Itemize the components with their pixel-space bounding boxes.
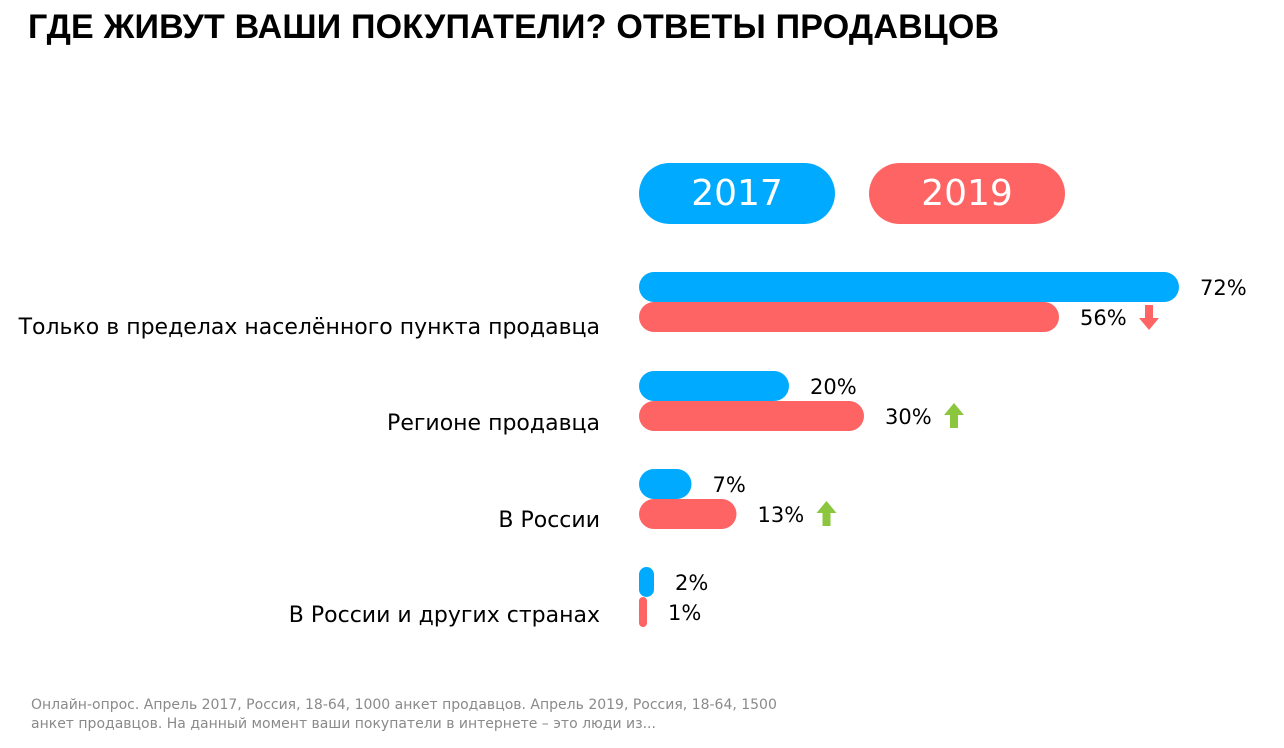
legend-2017: 2017 (639, 163, 835, 224)
up-arrow-icon (816, 501, 837, 526)
legend-2019: 2019 (869, 163, 1065, 224)
bar-2019-0 (639, 302, 1059, 332)
data-label-2017-0: 72% (1200, 276, 1247, 300)
bar-2019-2 (639, 499, 737, 529)
bar-2019-3 (639, 597, 647, 627)
legend-2017-label: 2017 (691, 173, 783, 214)
data-label-2017-1: 20% (810, 375, 857, 399)
data-label-2017-3: 2% (675, 571, 708, 595)
category-label-russia-abroad: В России и других странах (288, 603, 600, 628)
data-label-2019-3: 1% (668, 601, 701, 625)
category-label-local: Только в пределах населённого пункта про… (18, 315, 600, 340)
category-label-region: Регионе продавца (387, 411, 600, 436)
data-label-2019-2: 13% (758, 503, 805, 527)
data-label-2017-2: 7% (713, 473, 746, 497)
down-arrow-icon (1139, 305, 1159, 330)
up-arrow-icon (944, 403, 964, 428)
legend-2019-label: 2019 (921, 173, 1013, 214)
page-title: ГДЕ ЖИВУТ ВАШИ ПОКУПАТЕЛИ? ОТВЕТЫ ПРОДАВ… (28, 8, 1000, 46)
bar-2017-1 (639, 371, 789, 401)
bar-2017-0 (639, 272, 1179, 302)
footnote: Онлайн-опрос. Апрель 2017, Россия, 18-64… (31, 697, 777, 732)
bar-2019-1 (639, 401, 864, 431)
data-label-2019-1: 30% (885, 405, 932, 429)
data-label-2019-0: 56% (1080, 306, 1127, 330)
category-label-russia: В России (498, 508, 600, 533)
bar-2017-3 (639, 567, 654, 597)
bar-2017-2 (639, 469, 692, 499)
